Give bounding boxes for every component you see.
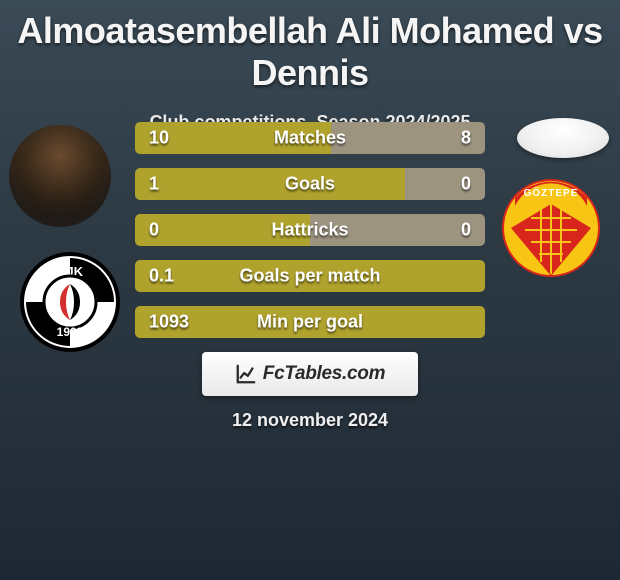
stats-bars: 10 Matches 8 1 Goals 0 0 Hattricks 0 0.1 Goals per… (135, 122, 485, 352)
stat-row: 10 Matches 8 (135, 122, 485, 154)
stat-right-value: 0 (461, 220, 471, 241)
date-text: 12 november 2024 (232, 410, 388, 431)
stat-row: 0 Hattricks 0 (135, 214, 485, 246)
brand-box: FcTables.com (202, 352, 418, 396)
stat-left-value: 1 (149, 174, 159, 195)
stat-row: 1093 Min per goal (135, 306, 485, 338)
brand-text: FcTables.com (263, 363, 385, 385)
stat-right-value: 8 (461, 128, 471, 149)
stat-left-value: 0.1 (149, 266, 174, 287)
stat-row: 0.1 Goals per match (135, 260, 485, 292)
club-left-badge: BJK 1903 (20, 252, 120, 352)
stat-label: Matches (274, 128, 346, 149)
stat-row: 1 Goals 0 (135, 168, 485, 200)
player-right-avatar (517, 118, 609, 158)
stat-right-value: 0 (461, 174, 471, 195)
player-left-avatar (9, 125, 111, 227)
stat-label: Hattricks (271, 220, 348, 241)
stat-label: Min per goal (257, 312, 363, 333)
club-right-label: GÖZTEPE (524, 186, 579, 199)
club-left-year: 1903 (57, 325, 84, 339)
page-title: Almoatasembellah Ali Mohamed vs Dennis (0, 0, 620, 94)
chart-icon (235, 363, 257, 385)
stat-label: Goals (285, 174, 335, 195)
stat-left-value: 0 (149, 220, 159, 241)
club-right-badge: GÖZTEPE (501, 178, 601, 278)
stat-left-value: 1093 (149, 312, 189, 333)
stat-left-value: 10 (149, 128, 169, 149)
stat-label: Goals per match (239, 266, 380, 287)
